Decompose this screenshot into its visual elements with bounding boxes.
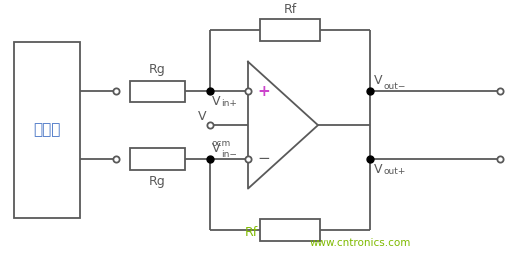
- Text: Rf: Rf: [245, 226, 258, 239]
- Text: V: V: [374, 75, 383, 87]
- Text: Rg: Rg: [149, 175, 166, 188]
- Bar: [260, 219, 320, 241]
- Text: V: V: [197, 110, 206, 123]
- Bar: [14, 42, 80, 218]
- Text: in−: in−: [221, 150, 237, 159]
- Text: Rf: Rf: [284, 3, 297, 16]
- Text: out+: out+: [383, 167, 405, 176]
- Text: V: V: [374, 163, 383, 176]
- Bar: [260, 19, 320, 41]
- Text: www.cntronics.com: www.cntronics.com: [310, 238, 411, 248]
- Text: V: V: [212, 142, 220, 155]
- Text: 信号源: 信号源: [34, 123, 61, 138]
- Bar: [130, 80, 185, 102]
- Text: V: V: [212, 95, 220, 108]
- Bar: [130, 148, 185, 170]
- Text: −: −: [257, 151, 270, 166]
- Text: ocm: ocm: [212, 139, 231, 148]
- Text: out−: out−: [383, 83, 405, 91]
- Text: Rg: Rg: [149, 63, 166, 76]
- Text: +: +: [257, 84, 270, 99]
- Text: in+: in+: [221, 99, 237, 108]
